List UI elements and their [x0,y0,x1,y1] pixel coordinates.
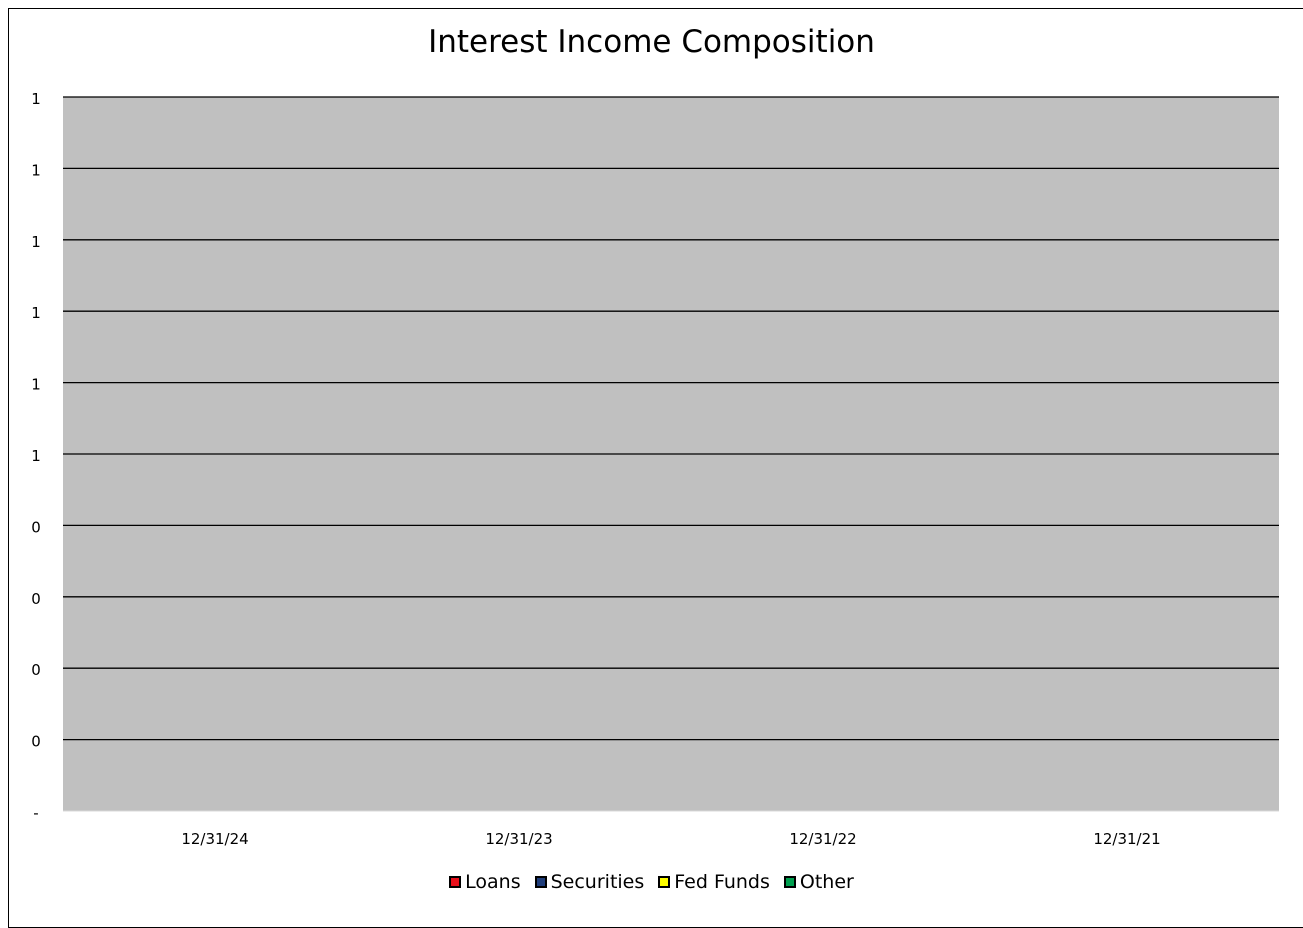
x-tick-label: 12/31/21 [1093,830,1160,848]
y-tick-label: 1 [31,376,41,394]
legend-item: Fed Funds [658,871,770,893]
y-tick-label: 1 [31,161,41,179]
legend-item: Securities [534,871,645,893]
legend-label: Fed Funds [674,871,770,893]
legend-label: Loans [465,871,521,893]
legend-swatch [534,876,547,888]
y-tick-label: 0 [31,590,41,608]
legend-item: Loans [449,871,521,893]
x-tick-label: 12/31/24 [181,830,248,848]
x-tick-label: 12/31/22 [789,830,856,848]
legend-swatch [449,876,462,888]
y-tick-label: 1 [31,447,41,465]
legend-swatch [783,876,796,888]
legend-label: Other [799,871,854,893]
y-tick-label: 0 [31,518,41,536]
y-tick-label: 0 [31,661,41,679]
y-tick-label: - [33,804,38,822]
x-tick-label: 12/31/23 [485,830,552,848]
chart-legend: Loans Securities Fed Funds Other [0,871,1303,893]
y-tick-label: 0 [31,733,41,751]
chart-title: Interest Income Composition [428,24,875,60]
y-tick-label: 1 [31,304,41,322]
legend-item: Other [783,871,854,893]
y-tick-label: 1 [31,233,41,251]
legend-label: Securities [550,871,645,893]
y-tick-label: 1 [31,90,41,108]
legend-swatch [658,876,671,888]
